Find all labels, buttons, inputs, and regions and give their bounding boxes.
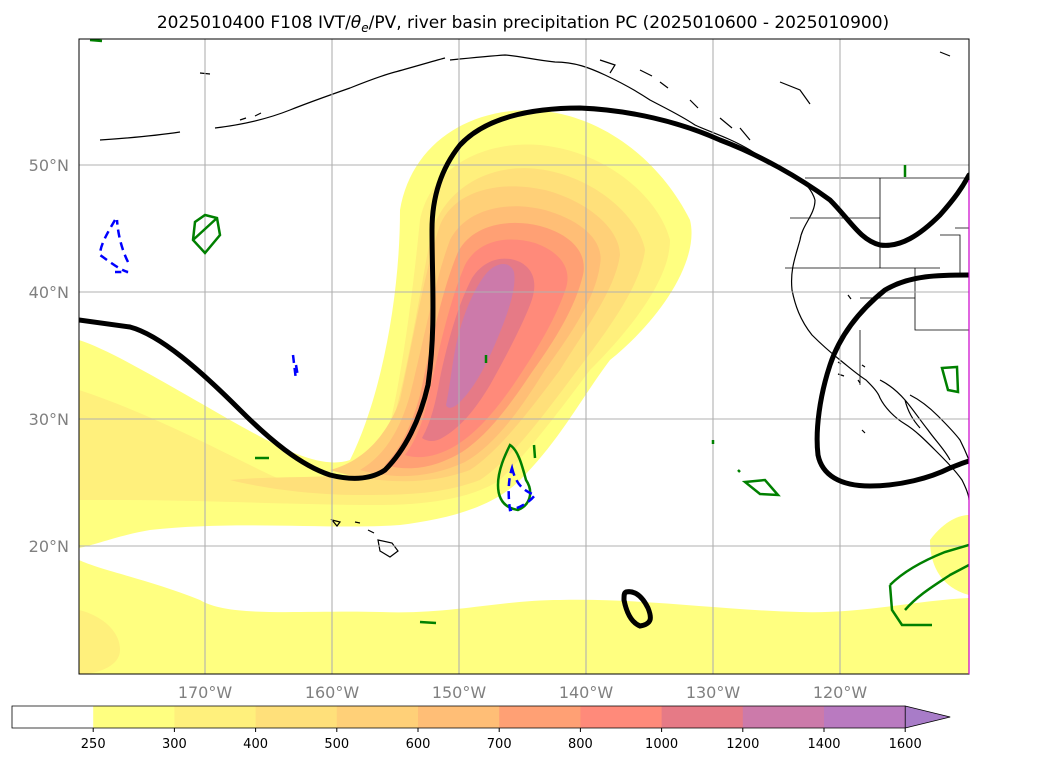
coastlines (99, 51, 969, 558)
theta-e-contour-small (621, 589, 653, 629)
colorbar-level-label: 1600 (889, 737, 922, 752)
colorbar-segment (418, 706, 500, 728)
colorbar-segment (661, 706, 744, 728)
lon-label-120w: 120°W (813, 683, 868, 702)
colorbar-segment (336, 706, 419, 728)
colorbar-segment (255, 706, 338, 728)
theta-e-contours (79, 105, 969, 629)
ivt-right-blob (930, 515, 969, 595)
baja-peninsula (879, 379, 951, 461)
colorbar-segment (12, 706, 94, 728)
colorbar-level-label: 250 (81, 737, 106, 752)
lon-label-130w: 130°W (686, 683, 741, 702)
ivt-lower-band (79, 560, 969, 674)
pv-neg-contour-2 (291, 354, 300, 381)
pv-contour-1 (191, 213, 222, 255)
colorbar-level-label: 300 (162, 737, 187, 752)
colorbar-segment (174, 706, 257, 728)
lon-label-150w: 150°W (432, 683, 487, 702)
pv-negative-contours (98, 219, 538, 512)
theta-e-contour-main (79, 105, 969, 481)
map-area (79, 39, 969, 674)
colorbar-segment (580, 706, 663, 728)
theta-e-contour-right (814, 272, 969, 489)
pv-contour-6 (741, 478, 781, 497)
pv-contour-2 (496, 443, 537, 512)
longitude-labels: 170°W 160°W 150°W 140°W 130°W 120°W (178, 683, 868, 702)
ivt-lower-orange (79, 610, 120, 674)
pv-neg-contour-3 (507, 463, 538, 512)
lat-label-50n: 50°N (29, 156, 69, 175)
lat-label-20n: 20°N (29, 537, 69, 556)
colorbar-level-label: 800 (568, 737, 593, 752)
lon-label-140w: 140°W (559, 683, 614, 702)
pv-contour-8 (888, 543, 969, 627)
lon-label-160w: 160°W (305, 683, 360, 702)
us-west-coast (790, 199, 969, 501)
hawaii-islands (330, 518, 399, 558)
ivt-filled-contours (79, 110, 969, 674)
colorbar-level-label: 1000 (645, 737, 678, 752)
colorbar-level-label: 500 (324, 737, 349, 752)
figure-title: 2025010400 F108 IVT/θe/PV, river basin p… (157, 13, 889, 35)
gulf-of-california (909, 394, 969, 461)
pv-neg-contour-1 (98, 219, 130, 274)
state-lines (785, 178, 969, 385)
colorbar-segment (93, 706, 175, 728)
pv-contour-9 (89, 39, 907, 473)
colorbar-level-label: 700 (487, 737, 512, 752)
political-borders (785, 177, 969, 385)
pv-contour-5 (419, 620, 437, 625)
colorbar-segment (742, 706, 825, 728)
ivt-level-1200 (446, 264, 515, 408)
colorbar: 250 300 400 500 600 700 800 1000 1200 1400 1600 (11, 705, 951, 752)
colorbar-segment (499, 706, 581, 728)
colorbar-frame (11, 705, 906, 729)
colorbar-level-label: 600 (406, 737, 431, 752)
colorbar-level-label: 400 (243, 737, 268, 752)
lon-label-170w: 170°W (178, 683, 233, 702)
colorbar-level-label: 1400 (807, 737, 840, 752)
lat-label-40n: 40°N (29, 283, 69, 302)
latitude-labels: 50°N 40°N 30°N 20°N (29, 156, 69, 556)
colorbar-segment (824, 706, 906, 728)
pv-positive-contours (89, 39, 969, 627)
colorbar-extend-arrow (904, 705, 951, 729)
colorbar-level-label: 1200 (726, 737, 759, 752)
pv-contour-7 (940, 365, 960, 394)
lat-label-30n: 30°N (29, 410, 69, 429)
